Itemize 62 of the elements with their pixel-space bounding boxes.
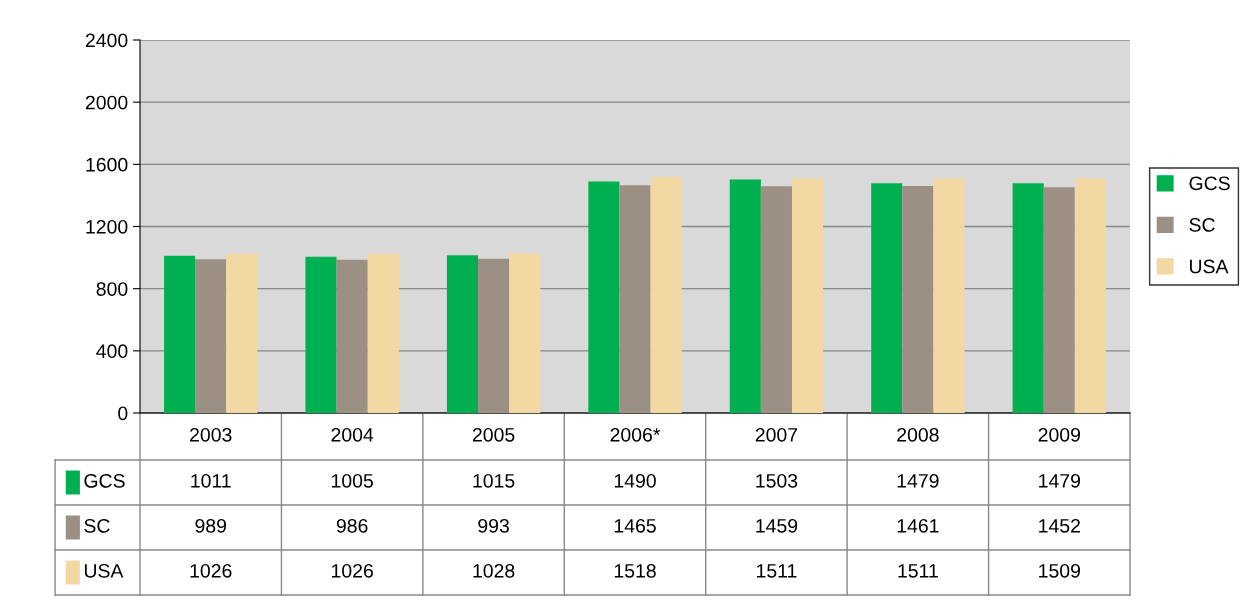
bar xyxy=(791,178,824,413)
bar xyxy=(619,185,651,413)
bar xyxy=(933,178,965,413)
data-label: 1028 xyxy=(473,563,515,578)
data-label: 1459 xyxy=(756,518,798,533)
data-label: 993 xyxy=(478,518,509,533)
bar xyxy=(336,259,368,413)
data-label: 1015 xyxy=(473,473,515,488)
data-label: 1503 xyxy=(756,473,798,488)
bar xyxy=(871,183,903,413)
text: GCS xyxy=(1189,176,1230,191)
y-tick-label: 1600 xyxy=(86,157,128,172)
bar xyxy=(195,259,227,413)
data-label: 1509 xyxy=(1039,563,1080,578)
data-label: 1518 xyxy=(614,563,656,578)
data-label: 1511 xyxy=(898,564,938,578)
bar xyxy=(367,253,399,413)
bar xyxy=(509,253,541,413)
legend-label: SC xyxy=(1189,218,1215,232)
bar xyxy=(305,256,337,413)
data-label: 1479 xyxy=(1039,473,1080,488)
data-label: 1465 xyxy=(614,518,656,533)
bar xyxy=(164,255,196,413)
data-label: 1479 xyxy=(897,473,939,488)
legend-label: GCS xyxy=(84,473,125,488)
data-label: 1461 xyxy=(897,518,939,533)
bar xyxy=(650,177,682,413)
text: SC xyxy=(84,518,110,533)
bar xyxy=(588,181,620,413)
data-label: 1452 xyxy=(1039,518,1080,533)
bar xyxy=(902,185,934,413)
x-tick-label: 2008 xyxy=(897,427,939,442)
data-label: 1511 xyxy=(757,564,797,578)
data-label: 1011 xyxy=(191,473,231,488)
data-label: 989 xyxy=(195,518,227,533)
legend-label: USA xyxy=(1190,259,1229,274)
y-tick-label: 2000 xyxy=(85,95,128,110)
data-label: 1490 xyxy=(614,473,656,488)
bar xyxy=(1012,183,1044,413)
x-tick-label: 2003 xyxy=(190,427,232,442)
bar xyxy=(1074,178,1106,413)
y-tick-label: 0 xyxy=(118,406,128,421)
data-label: 1026 xyxy=(332,563,373,578)
y-tick-label: 800 xyxy=(96,282,128,296)
x-tick-label: 2007 xyxy=(755,427,798,442)
bar xyxy=(226,253,258,413)
bar xyxy=(1043,187,1075,413)
bar xyxy=(760,186,792,413)
data-label: 1026 xyxy=(190,563,232,578)
y-tick-label: 1200 xyxy=(86,219,128,234)
text: USA xyxy=(84,563,124,578)
x-tick-label: 2004 xyxy=(331,427,374,442)
x-tick-label: 2006* xyxy=(610,427,661,442)
y-tick-label: 400 xyxy=(96,344,128,359)
x-tick-label: 2009 xyxy=(1038,427,1080,442)
bar xyxy=(729,179,761,413)
x-tick-label: 2005 xyxy=(472,427,515,442)
bar xyxy=(446,255,479,413)
data-label: 986 xyxy=(336,518,368,533)
bar xyxy=(478,258,510,413)
y-tick-label: 2400 xyxy=(85,33,128,48)
data-label: 1005 xyxy=(332,473,373,488)
